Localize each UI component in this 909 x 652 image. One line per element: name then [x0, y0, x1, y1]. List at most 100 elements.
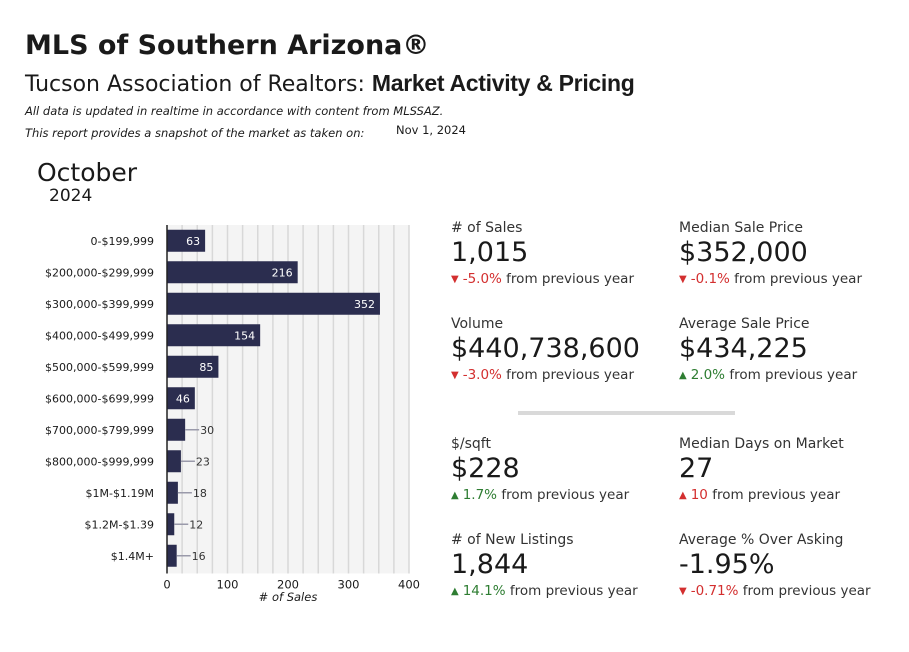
stat-label: $/sqft	[451, 436, 491, 452]
stat-change-suffix: from previous year	[734, 271, 863, 287]
data-label: 12	[189, 518, 203, 531]
data-label: 154	[234, 329, 255, 342]
data-label: 30	[200, 424, 214, 437]
x-tick-label: 400	[398, 578, 420, 592]
data-label: 352	[354, 298, 375, 311]
stat-label: Volume	[451, 316, 504, 332]
y-tick-label: $600,000-$699,999	[45, 392, 154, 405]
stat-change: ▼ -0.1% from previous year	[679, 271, 862, 287]
stat-change-suffix: from previous year	[729, 367, 858, 383]
period-month: October	[37, 158, 138, 187]
stat-median-days-on-market: Median Days on Market 27 ▲ 10 from previo…	[679, 436, 844, 503]
stat-median-sale-price: Median Sale Price $352,000 ▼ -0.1% from p…	[679, 220, 862, 287]
stat-value: $228	[451, 453, 520, 484]
x-tick-label: 100	[217, 578, 239, 592]
bar	[167, 418, 186, 441]
stat-change-value: -5.0%	[462, 271, 502, 287]
y-tick-label: $1.4M+	[111, 550, 154, 563]
bar	[167, 481, 178, 504]
stat-change: ▲ 1.7% from previous year	[451, 487, 629, 503]
stat-change-suffix: from previous year	[742, 583, 871, 599]
bar	[167, 324, 261, 347]
data-label: 46	[176, 392, 190, 405]
stat-change-value: 2.0%	[690, 367, 726, 383]
y-tick-label: $700,000-$799,999	[45, 424, 154, 437]
stat-value: 27	[679, 453, 714, 484]
y-tick-label: $1M-$1.19M	[86, 487, 154, 500]
stat-label: Average Sale Price	[679, 316, 810, 332]
stat-change-suffix: from previous year	[506, 271, 635, 287]
data-label: 216	[272, 266, 293, 279]
stat-change-suffix: from previous year	[509, 583, 638, 599]
stat-change: ▲ 2.0% from previous year	[679, 367, 857, 383]
stat-label: # of Sales	[451, 220, 523, 236]
period-year: 2024	[49, 186, 93, 206]
data-label: 16	[192, 550, 206, 563]
subtitle-plain: Tucson Association of Realtors:	[25, 72, 372, 97]
stat-label: # of New Listings	[451, 532, 574, 548]
data-update-note: All data is updated in realtime in accor…	[25, 104, 444, 118]
stat-change-value: -0.71%	[690, 583, 739, 599]
data-label: 85	[199, 361, 213, 374]
y-tick-label: $1.2M-$1.39	[85, 518, 154, 531]
bar	[167, 544, 177, 567]
stat-change: ▲ 14.1% from previous year	[451, 583, 638, 599]
stat-value: 1,844	[451, 549, 529, 580]
down-arrow-icon: ▼	[451, 274, 459, 285]
bar	[167, 261, 298, 284]
stat-change-suffix: from previous year	[712, 487, 841, 503]
bar	[167, 387, 195, 410]
stat-change-value: 14.1%	[462, 583, 506, 599]
down-arrow-icon: ▼	[679, 274, 687, 285]
stat-average-over-asking: Average % Over Asking -1.95% ▼ -0.71% fro…	[679, 532, 871, 599]
snapshot-note: This report provides a snapshot of the m…	[25, 126, 365, 140]
y-tick-label: $300,000-$399,999	[45, 298, 154, 311]
bar	[167, 292, 380, 315]
subtitle-strong: Market Activity & Pricing	[371, 70, 635, 96]
x-tick-label: 200	[277, 578, 299, 592]
x-axis-label: # of Sales	[259, 590, 318, 604]
stat-new-listings: # of New Listings 1,844 ▲ 14.1% from prev…	[451, 532, 638, 599]
report-title: MLS of Southern Arizona®	[25, 30, 430, 61]
x-tick-label: 300	[338, 578, 360, 592]
data-label: 63	[186, 235, 200, 248]
data-label: 23	[196, 455, 210, 468]
stat-number-of-sales: # of Sales 1,015 ▼ -5.0% from previous ye…	[451, 220, 634, 287]
stat-average-sale-price: Average Sale Price $434,225 ▲ 2.0% from p…	[679, 316, 857, 383]
bar	[167, 355, 219, 378]
stat-label: Median Sale Price	[679, 220, 803, 236]
stat-value: $434,225	[679, 333, 808, 364]
stat-value: $440,738,600	[451, 333, 640, 364]
stat-change: ▼ -0.71% from previous year	[679, 583, 871, 599]
stat-change-value: -3.0%	[462, 367, 502, 383]
chart-bars: 63 216 352 154 85 46 30 23 18 12 16	[167, 229, 380, 567]
chart-axes: 0 100 200 300 400 0-$199,999 $200,000-$299,999…	[45, 225, 420, 592]
snapshot-date: Nov 1, 2024	[396, 123, 466, 137]
up-arrow-icon: ▲	[451, 586, 459, 597]
stat-change-suffix: from previous year	[506, 367, 635, 383]
y-tick-label: $500,000-$599,999	[45, 361, 154, 374]
x-tick-label: 0	[163, 578, 170, 592]
bar	[167, 450, 181, 473]
report-subtitle: Tucson Association of Realtors: Market A…	[25, 70, 635, 97]
stat-change-value: 1.7%	[462, 487, 498, 503]
stat-change-value: -0.1%	[690, 271, 730, 287]
stat-change-suffix: from previous year	[501, 487, 630, 503]
stat-price-per-sqft: $/sqft $228 ▲ 1.7% from previous year	[451, 436, 629, 503]
bar	[167, 513, 175, 536]
stat-value: $352,000	[679, 237, 808, 268]
down-arrow-icon: ▼	[451, 370, 459, 381]
stat-value: 1,015	[451, 237, 529, 268]
stat-volume: Volume $440,738,600 ▼ -3.0% from previous…	[451, 316, 640, 383]
stat-change-value: 10	[690, 487, 708, 503]
stat-change: ▲ 10 from previous year	[679, 487, 844, 503]
stat-value: -1.95%	[679, 549, 775, 580]
stat-change: ▼ -3.0% from previous year	[451, 367, 640, 383]
up-arrow-icon: ▲	[679, 490, 687, 501]
up-arrow-icon: ▲	[451, 490, 459, 501]
y-tick-label: 0-$199,999	[91, 235, 154, 248]
y-tick-label: $800,000-$999,999	[45, 455, 154, 468]
y-tick-label: $400,000-$499,999	[45, 329, 154, 342]
up-arrow-icon: ▲	[679, 370, 687, 381]
